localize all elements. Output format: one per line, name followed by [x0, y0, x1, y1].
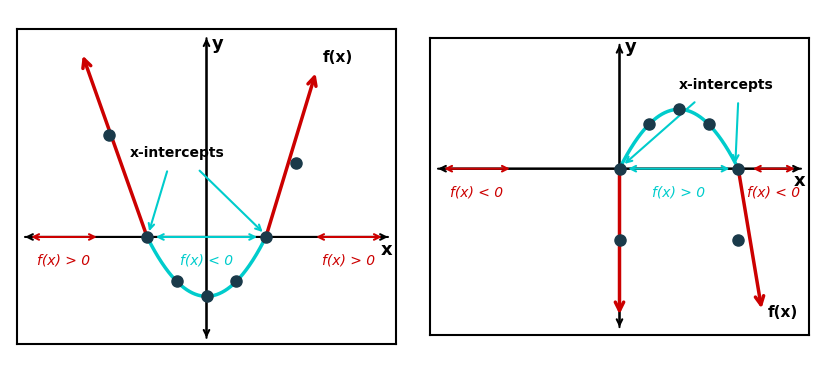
Text: x-intercepts: x-intercepts	[130, 146, 224, 160]
Text: x: x	[794, 172, 806, 189]
Text: x-intercepts: x-intercepts	[679, 78, 774, 91]
Text: f(x) < 0: f(x) < 0	[180, 254, 233, 267]
Text: f(x) > 0: f(x) > 0	[653, 185, 705, 199]
Text: f(x) > 0: f(x) > 0	[37, 254, 91, 267]
Text: f(x) < 0: f(x) < 0	[450, 185, 504, 199]
Text: x: x	[381, 241, 393, 258]
Text: f(x) > 0: f(x) > 0	[322, 254, 376, 267]
Text: y: y	[625, 38, 637, 56]
Text: f(x): f(x)	[768, 305, 798, 320]
Text: y: y	[212, 35, 224, 53]
Text: f(x): f(x)	[322, 50, 353, 65]
Text: f(x) < 0: f(x) < 0	[748, 185, 800, 199]
